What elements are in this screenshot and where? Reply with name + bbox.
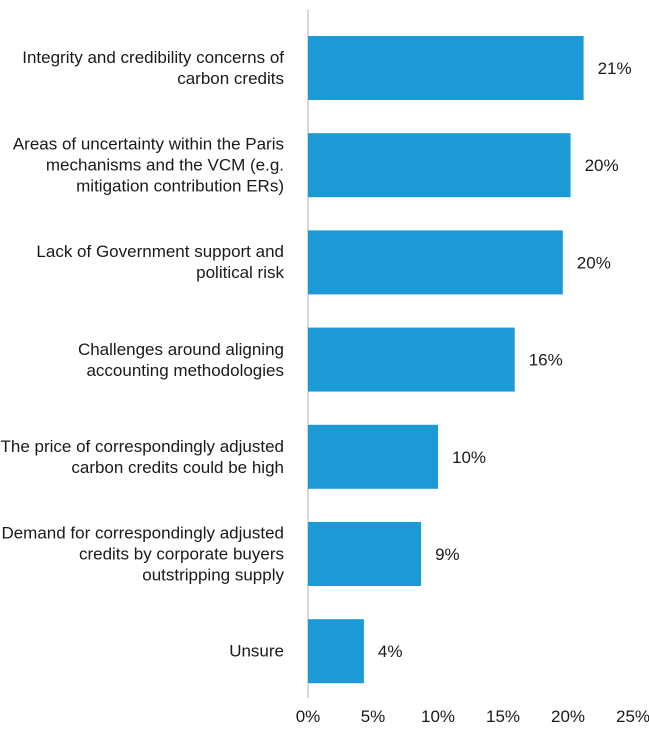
category-label-2: Lack of Government support and political… [36,242,284,283]
bar-6 [308,619,364,684]
x-tick-label-0: 0% [296,707,321,726]
bar-0 [308,36,584,100]
bars-layer [308,36,584,684]
x-tick-label-4: 20% [551,707,585,726]
data-label-4: 10% [452,448,486,467]
x-tick-label-5: 25% [616,707,649,726]
category-label-3: Challenges around aligning accounting me… [77,339,284,380]
x-tick-label-2: 10% [421,707,455,726]
bar-2 [308,230,563,295]
data-label-1: 20% [585,156,619,175]
data-label-2: 20% [577,253,611,272]
category-label-4: The price of correspondingly adjusted ca… [0,436,285,477]
x-tick-label-3: 15% [486,707,520,726]
category-label-1: Areas of uncertainty within the Paris me… [12,134,284,196]
data-label-6: 4% [378,642,403,661]
data-labels-layer: 21% 20% 20% 16% 10% 9% 4% [378,59,632,661]
data-label-3: 16% [529,351,563,370]
category-label-6: Unsure [229,641,284,661]
data-label-5: 9% [435,545,460,564]
x-tick-label-1: 5% [361,707,386,726]
category-label-0: Integrity and credibility concerns of ca… [22,48,284,88]
category-label-5: Demand for correspondingly adjusted cred… [1,523,284,585]
bar-1 [308,133,571,198]
bar-3 [308,327,515,392]
data-label-0: 21% [598,59,632,78]
bar-5 [308,522,422,586]
x-axis-ticks: 0% 5% 10% 15% 20% 25% [296,707,649,726]
bar-4 [308,424,438,489]
